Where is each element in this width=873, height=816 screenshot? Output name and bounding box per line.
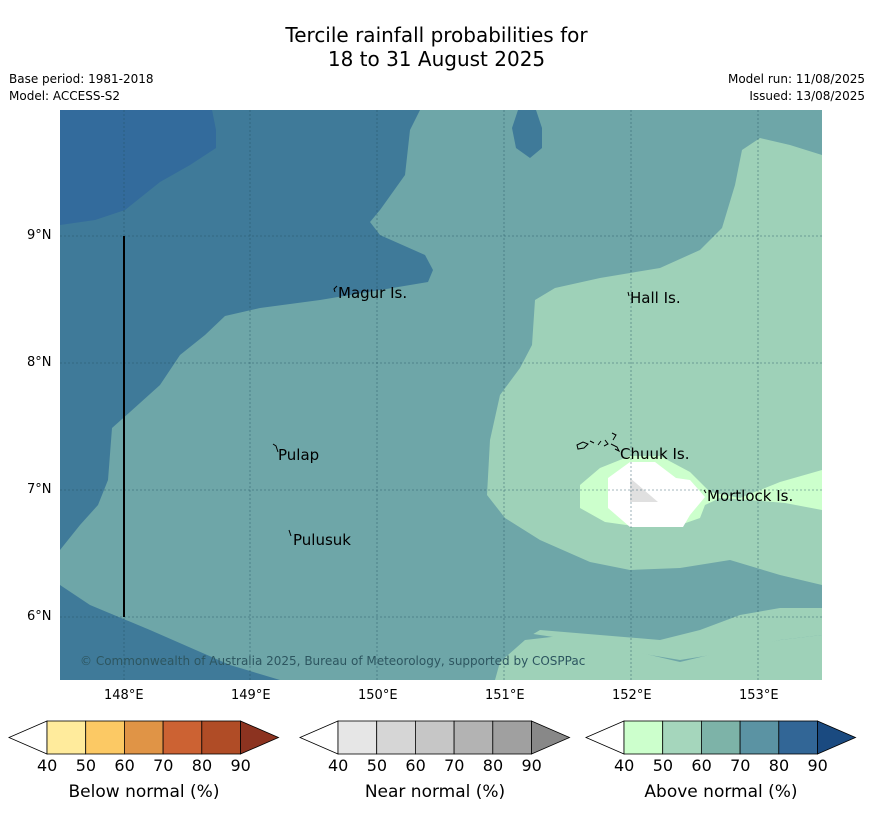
colorbar-segment <box>201 720 241 755</box>
copyright-text: © Commonwealth of Australia 2025, Bureau… <box>80 654 586 668</box>
colorbar-below-normal <box>7 720 280 755</box>
colorbar-segment <box>124 720 164 755</box>
colorbar-tick-label: 40 <box>614 756 635 775</box>
colorbar-label-above: Above normal (%) <box>644 782 798 802</box>
model-run-text: Model run: 11/08/2025 <box>727 72 865 86</box>
island-outlines <box>272 285 707 537</box>
colorbar-segment <box>337 720 378 755</box>
zone-white <box>608 462 705 527</box>
colorbar-segment <box>414 720 455 755</box>
colorbar-above-normal <box>584 720 857 755</box>
chart-title-line2: 18 to 31 August 2025 <box>327 47 546 71</box>
colorbar-tick-label: 90 <box>521 756 542 775</box>
lon-tick-151: 151°E <box>485 688 525 703</box>
colorbar-segment <box>739 720 780 755</box>
zone-above-70-north-patch <box>512 110 542 158</box>
issued-text: Issued: 13/08/2025 <box>749 89 865 103</box>
colorbar-tick-label: 70 <box>153 756 174 775</box>
colorbar-low-arrow <box>298 720 339 755</box>
island-hall <box>627 291 630 297</box>
chart-title-line1: Tercile rainfall probabilities for <box>285 23 588 47</box>
zone-above-50-south <box>495 635 822 680</box>
probability-map <box>60 110 822 680</box>
lat-tick-9: 9°N <box>27 228 52 243</box>
zone-above-50-east <box>479 110 822 680</box>
place-label-mortlock: Mortlock Is. <box>707 487 794 505</box>
colorbar-segment <box>46 720 87 755</box>
island-pulap <box>272 443 279 453</box>
colorbar-low-arrow <box>7 720 48 755</box>
colorbar-tick-label: 50 <box>652 756 674 775</box>
colorbar-tick-label: 80 <box>482 756 504 775</box>
place-label-magur: Magur Is. <box>338 284 408 302</box>
lon-tick-149: 149°E <box>231 688 271 703</box>
colorbar-high-arrow <box>240 720 280 755</box>
colorbar-tick-label: 70 <box>730 756 751 775</box>
island-mortlock <box>703 489 707 494</box>
zone-above-70-west <box>60 110 433 550</box>
island-chuuk <box>576 432 621 453</box>
lon-tick-152: 152°E <box>612 688 652 703</box>
lat-tick-6: 6°N <box>27 609 52 624</box>
colorbar-tick-label: 60 <box>405 756 426 775</box>
colorbar-segment <box>778 720 818 755</box>
lon-tick-153: 153°E <box>739 688 779 703</box>
zone-above-70-southwest <box>60 585 280 680</box>
colorbar-segment <box>662 720 702 755</box>
colorbar-tick-label: 70 <box>444 756 465 775</box>
place-label-pulusuk: Pulusuk <box>293 531 351 549</box>
colorbar-tick-label: 90 <box>807 756 828 775</box>
colorbar-label-below: Below normal (%) <box>68 782 220 802</box>
colorbar-label-near: Near normal (%) <box>364 782 506 802</box>
base-period-text: Base period: 1981-2018 <box>9 72 154 86</box>
zone-above-80 <box>60 110 216 225</box>
colorbar-segment <box>701 720 741 755</box>
lon-tick-150: 150°E <box>358 688 398 703</box>
colorbar-segment <box>85 720 125 755</box>
colorbar-segment <box>162 720 203 755</box>
colorbar-segment <box>453 720 494 755</box>
place-label-chuuk: Chuuk Is. <box>620 445 690 463</box>
colorbar-tick-label: 60 <box>114 756 135 775</box>
place-label-pulap: Pulap <box>278 446 320 464</box>
colorbar-high-arrow <box>817 720 857 755</box>
lat-tick-7: 7°N <box>27 482 52 497</box>
colorbar-segment <box>623 720 664 755</box>
colorbar-tick-label: 90 <box>230 756 251 775</box>
island-magur <box>333 285 338 293</box>
colorbar-high-arrow <box>531 720 571 755</box>
colorbar-tick-label: 40 <box>328 756 349 775</box>
lat-tick-8: 8°N <box>27 355 52 370</box>
colorbar-segment <box>492 720 532 755</box>
colorbar-tick-label: 80 <box>191 756 213 775</box>
colorbar-tick-label: 80 <box>768 756 790 775</box>
colorbars <box>7 720 857 755</box>
colorbar-tick-label: 50 <box>75 756 97 775</box>
colorbar-tick-label: 40 <box>37 756 58 775</box>
colorbar-segment <box>376 720 416 755</box>
model-text: Model: ACCESS-S2 <box>9 89 121 103</box>
colorbar-low-arrow <box>584 720 625 755</box>
map-fill-layers <box>60 110 822 680</box>
colorbar-tick-label: 50 <box>366 756 388 775</box>
lon-tick-148: 148°E <box>104 688 144 703</box>
colorbar-tick-label: 60 <box>691 756 712 775</box>
place-label-hall: Hall Is. <box>630 289 681 307</box>
island-pulusuk <box>288 529 292 537</box>
colorbar-near-normal <box>298 720 571 755</box>
